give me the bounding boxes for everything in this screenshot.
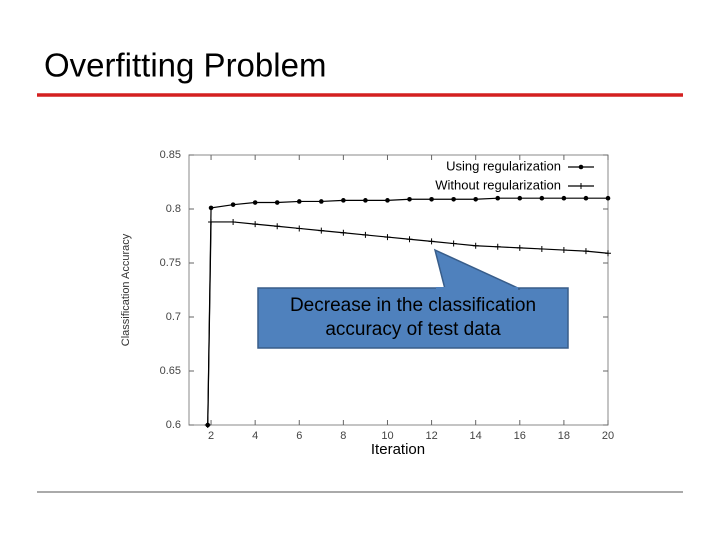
slide-title: Overfitting Problem xyxy=(44,47,326,84)
legend-marker xyxy=(578,183,584,189)
point xyxy=(385,198,390,203)
x-tick-label: 6 xyxy=(296,430,302,442)
point xyxy=(204,422,211,428)
x-tick-label: 12 xyxy=(425,430,437,442)
point xyxy=(561,195,567,201)
x-axis-label: Iteration xyxy=(371,441,425,458)
point xyxy=(450,240,457,247)
point xyxy=(252,221,259,228)
x-tick-label: 18 xyxy=(558,430,570,442)
point xyxy=(494,243,501,250)
x-tick-label: 14 xyxy=(470,430,482,442)
legend-marker xyxy=(578,164,584,170)
point xyxy=(341,198,346,203)
y-tick-label: 0.6 xyxy=(166,419,181,431)
point xyxy=(605,250,611,257)
legend-label: Without regularization xyxy=(435,177,561,192)
legend-label: Using regularization xyxy=(446,158,561,173)
point xyxy=(539,195,545,201)
point xyxy=(252,200,258,205)
y-tick-label: 0.85 xyxy=(160,149,181,161)
y-tick-label: 0.8 xyxy=(166,203,181,215)
point xyxy=(384,234,391,241)
point xyxy=(362,231,369,238)
point xyxy=(208,218,215,225)
series-line xyxy=(207,197,608,426)
callout-text: Decrease in the classification accuracy … xyxy=(289,295,537,340)
series-line xyxy=(207,221,609,426)
point xyxy=(296,199,302,204)
point xyxy=(230,218,237,225)
point xyxy=(274,223,281,230)
point xyxy=(319,199,324,204)
point xyxy=(208,205,214,211)
point xyxy=(472,242,479,249)
x-tick-label: 4 xyxy=(252,430,258,442)
point xyxy=(451,196,456,202)
point xyxy=(274,200,280,205)
point xyxy=(363,198,368,203)
point xyxy=(517,195,523,201)
point xyxy=(340,229,347,236)
callout-pointer xyxy=(433,248,521,290)
point xyxy=(583,195,589,201)
point xyxy=(560,247,567,254)
plot-frame xyxy=(188,154,609,426)
point xyxy=(407,196,412,202)
point xyxy=(473,196,478,202)
y-tick-label: 0.75 xyxy=(160,257,181,269)
point xyxy=(495,195,501,201)
x-tick-label: 8 xyxy=(340,430,346,442)
y-axis-label: Classification Accuracy xyxy=(120,233,132,346)
point xyxy=(428,238,435,245)
point xyxy=(230,202,236,207)
y-tick-label: 0.7 xyxy=(166,311,181,323)
x-tick-label: 20 xyxy=(602,430,614,442)
point xyxy=(429,196,434,202)
point xyxy=(582,248,589,255)
point xyxy=(516,244,523,251)
y-tick-label: 0.65 xyxy=(160,365,181,377)
point xyxy=(296,225,303,232)
x-tick-label: 16 xyxy=(514,430,526,442)
callout-joint xyxy=(436,287,518,291)
x-tick-label: 10 xyxy=(381,430,393,442)
x-tick-label: 2 xyxy=(208,430,214,442)
point xyxy=(406,236,413,243)
point xyxy=(318,227,325,234)
point xyxy=(538,245,545,252)
point xyxy=(605,195,611,201)
